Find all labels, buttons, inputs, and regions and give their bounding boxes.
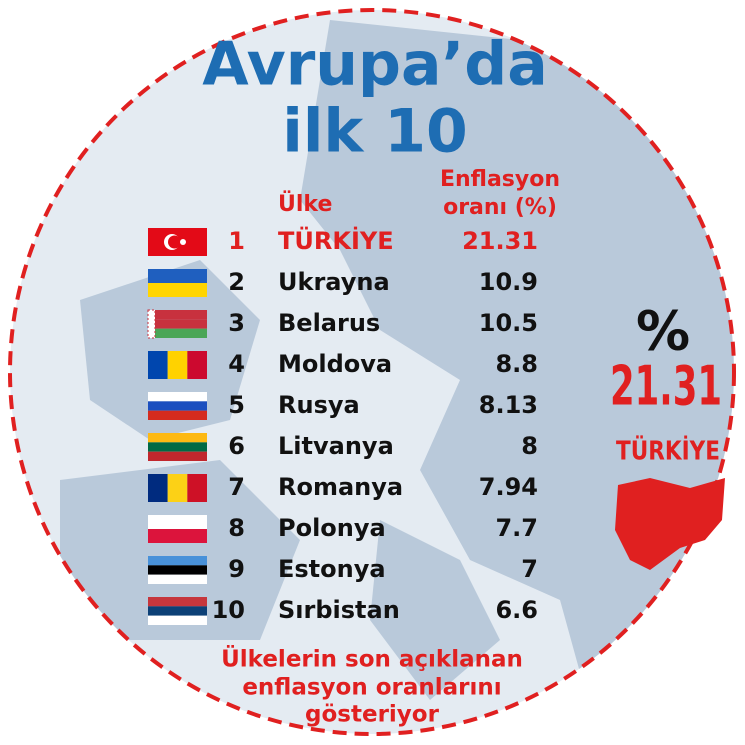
rate: 8.13 — [479, 391, 538, 419]
turkey-map — [615, 478, 725, 570]
callout-country: TÜRKİYE — [616, 434, 720, 467]
rate: 10.5 — [479, 309, 538, 337]
flag-stripe — [148, 574, 207, 584]
title: Avrupa’da — [202, 30, 547, 100]
country: Belarus — [278, 309, 380, 337]
rate: 8 — [521, 432, 538, 460]
callout-value: 21.31 — [610, 355, 722, 418]
rank: 4 — [228, 350, 245, 378]
flag-stripe — [187, 474, 207, 502]
footer: enflasyon oranlarını — [242, 675, 501, 701]
flag-stripe — [187, 351, 207, 379]
flag — [148, 474, 207, 502]
country: Ukrayna — [278, 268, 390, 296]
flag — [148, 515, 207, 543]
flag-stripe — [148, 410, 207, 420]
rank: 10 — [212, 596, 245, 624]
rate: 21.31 — [462, 227, 538, 255]
flag — [148, 597, 207, 625]
country: Romanya — [278, 473, 403, 501]
rank: 8 — [228, 514, 245, 542]
map — [60, 20, 734, 734]
rate: 10.9 — [479, 268, 538, 296]
flag-stripe — [148, 401, 207, 411]
country: Polonya — [278, 514, 386, 542]
callout-symbol: % — [636, 300, 690, 363]
title: ilk 10 — [282, 97, 467, 167]
flag-stripe — [148, 597, 207, 607]
header-rate: Enflasyon — [440, 167, 560, 192]
flag — [148, 556, 207, 584]
flag-stripe — [167, 351, 188, 379]
border — [8, 8, 736, 736]
flag-stripe — [148, 269, 207, 283]
flag-stripe — [148, 556, 207, 566]
country: Moldova — [278, 350, 392, 378]
flag-stripe — [167, 474, 188, 502]
flag — [148, 228, 207, 256]
flag — [147, 309, 207, 339]
country: Rusya — [278, 391, 360, 419]
rank: 6 — [228, 432, 245, 460]
flag-stripe — [148, 515, 207, 529]
flag — [148, 351, 207, 379]
rate: 8.8 — [495, 350, 538, 378]
rank: 3 — [228, 309, 245, 337]
rank: 2 — [228, 268, 245, 296]
footer: Ülkelerin son açıklanan — [221, 645, 523, 673]
rate: 7.94 — [479, 473, 538, 501]
flag-stripe — [148, 451, 207, 461]
footer: gösteriyor — [305, 702, 440, 728]
flag — [148, 392, 207, 420]
flag-stripe — [148, 442, 207, 452]
rank: 1 — [228, 227, 245, 255]
flag — [148, 269, 207, 297]
rank: 7 — [228, 473, 245, 501]
rank: 5 — [228, 391, 245, 419]
flag-stripe — [148, 606, 207, 616]
flag — [148, 433, 207, 461]
flag-stripe — [148, 615, 207, 625]
flag-stripe — [148, 328, 207, 338]
rate: 6.6 — [495, 596, 538, 624]
flag-stripe — [148, 392, 207, 402]
country: Litvanya — [278, 432, 394, 460]
flag-stripe — [148, 319, 207, 329]
header-country: Ülke — [278, 191, 332, 217]
flag-star — [180, 239, 186, 245]
flag-stripe — [148, 310, 207, 320]
country: TÜRKİYE — [278, 225, 394, 255]
country: Estonya — [278, 555, 386, 583]
flag-stripe — [148, 283, 207, 297]
flag-ornament — [147, 309, 156, 339]
flag-stripe — [148, 529, 207, 543]
flag-stripe — [148, 351, 168, 379]
rate: 7 — [521, 555, 538, 583]
table: 1 TÜRKİYE 21.31 2 Ukrayna 10.9 3 Belarus 10.5 4 Mo… — [147, 225, 538, 625]
flag-crescent — [168, 235, 181, 249]
country: Sırbistan — [278, 596, 400, 624]
rate: 7.7 — [495, 514, 538, 542]
rank: 9 — [228, 555, 245, 583]
flag-stripe — [148, 474, 168, 502]
header-rate: oranı (%) — [443, 195, 557, 220]
flag-stripe — [148, 565, 207, 575]
flag-stripe — [148, 433, 207, 443]
